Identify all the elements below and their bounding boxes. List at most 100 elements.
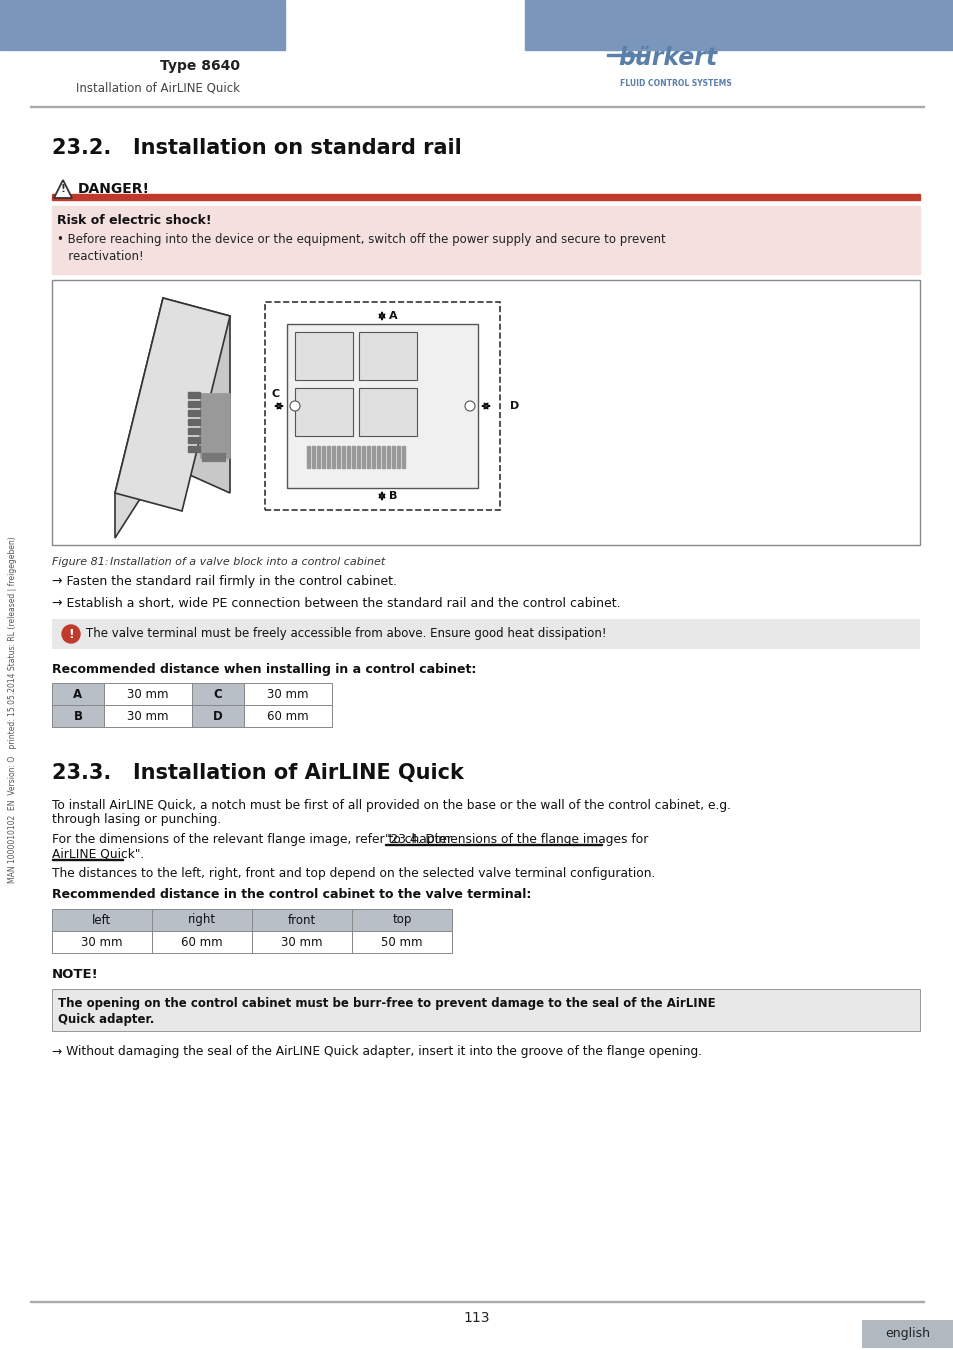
Text: 60 mm: 60 mm [181,936,223,949]
Text: For the dimensions of the relevant flange image, refer to chapter: For the dimensions of the relevant flang… [52,833,456,845]
Bar [287,324,477,487]
Bar [401,446,405,468]
Text: MAN 1000010102  EN  Version: O   printed: 15.05.2014 Status: RL (released | frei: MAN 1000010102 EN Version: O printed: 15… [9,537,17,883]
Text: D: D [510,401,518,410]
Bar [244,683,332,705]
Text: → Fasten the standard rail firmly in the control cabinet.: → Fasten the standard rail firmly in the… [52,575,396,587]
Bar [862,1320,953,1349]
Bar [188,410,200,416]
Bar [327,446,330,468]
Bar [220,454,222,460]
Text: The valve terminal must be freely accessible from above. Ensure good heat dissip: The valve terminal must be freely access… [86,628,606,640]
Circle shape [62,625,80,643]
Text: 30 mm: 30 mm [81,936,123,949]
Text: 23.2.   Installation on standard rail: 23.2. Installation on standard rail [52,138,461,158]
Bar [294,332,353,379]
Text: !: ! [60,184,66,194]
Polygon shape [163,298,230,493]
Bar [352,909,452,931]
Bar [312,446,314,468]
Text: • Before reaching into the device or the equipment, switch off the power supply : • Before reaching into the device or the… [57,234,665,247]
Bar [0,0,285,50]
Bar [392,446,395,468]
Bar [188,437,200,443]
Text: B: B [73,710,82,722]
Bar [188,392,200,398]
Bar [358,332,416,379]
Text: C: C [272,389,280,400]
Text: left: left [92,914,112,926]
Polygon shape [115,298,163,539]
Bar [192,683,244,705]
Text: 23.3.   Installation of AirLINE Quick: 23.3. Installation of AirLINE Quick [52,763,463,783]
Bar [352,446,355,468]
Text: Figure 81:: Figure 81: [52,558,109,567]
Bar [104,705,192,728]
Text: bürkert: bürkert [618,46,717,70]
Bar [347,446,350,468]
Bar [52,279,919,545]
Bar [52,909,152,931]
Bar [216,454,219,460]
Bar [52,683,104,705]
Text: 113: 113 [463,1311,490,1324]
Bar [200,393,230,458]
Bar [336,446,339,468]
Bar [205,454,207,460]
Bar [208,454,210,460]
Bar [358,387,416,436]
Text: → Establish a short, wide PE connection between the standard rail and the contro: → Establish a short, wide PE connection … [52,597,620,609]
Text: Installation of AirLINE Quick: Installation of AirLINE Quick [76,81,240,95]
Bar [104,683,192,705]
Text: Risk of electric shock!: Risk of electric shock! [57,213,212,227]
Text: → Without damaging the seal of the AirLINE Quick adapter, insert it into the gro: → Without damaging the seal of the AirLI… [52,1045,701,1057]
Text: C: C [213,687,222,701]
Polygon shape [54,180,71,198]
Bar [211,454,213,460]
Bar [294,387,353,436]
Text: DANGER!: DANGER! [78,182,150,196]
Text: !: ! [68,628,73,640]
Text: front: front [288,914,315,926]
Bar [322,446,325,468]
Bar [316,446,319,468]
Text: right: right [188,914,215,926]
Bar [223,454,225,460]
Text: A: A [389,310,397,321]
Bar [244,705,332,728]
Text: B: B [389,491,397,501]
Text: AirLINE Quick".: AirLINE Quick". [52,848,144,860]
Text: 30 mm: 30 mm [267,687,309,701]
Polygon shape [115,298,230,512]
Text: reactivation!: reactivation! [57,251,144,263]
Bar [192,705,244,728]
Bar [52,990,919,1031]
Bar [265,302,499,510]
Bar [188,418,200,425]
Bar [213,454,215,460]
Bar [372,446,375,468]
Bar [606,47,609,50]
Bar [352,931,452,953]
Bar [202,454,204,460]
Text: A: A [73,687,83,701]
Bar [52,620,919,649]
Bar [188,446,200,452]
Bar [367,446,370,468]
Text: 30 mm: 30 mm [127,710,169,722]
Text: The opening on the control cabinet must be burr-free to prevent damage to the se: The opening on the control cabinet must … [58,996,715,1010]
Bar [152,931,252,953]
Bar [52,705,104,728]
Bar [361,446,365,468]
Text: To install AirLINE Quick, a notch must be first of all provided on the base or t: To install AirLINE Quick, a notch must b… [52,798,730,811]
Text: The distances to the left, right, front and top depend on the selected valve ter: The distances to the left, right, front … [52,867,655,879]
Bar [307,446,310,468]
Bar [341,446,345,468]
Bar [615,47,617,50]
Bar [376,446,379,468]
Bar [524,0,953,50]
Text: Type 8640: Type 8640 [160,59,240,73]
Circle shape [464,401,475,410]
Bar [188,428,200,433]
Bar [606,54,646,55]
